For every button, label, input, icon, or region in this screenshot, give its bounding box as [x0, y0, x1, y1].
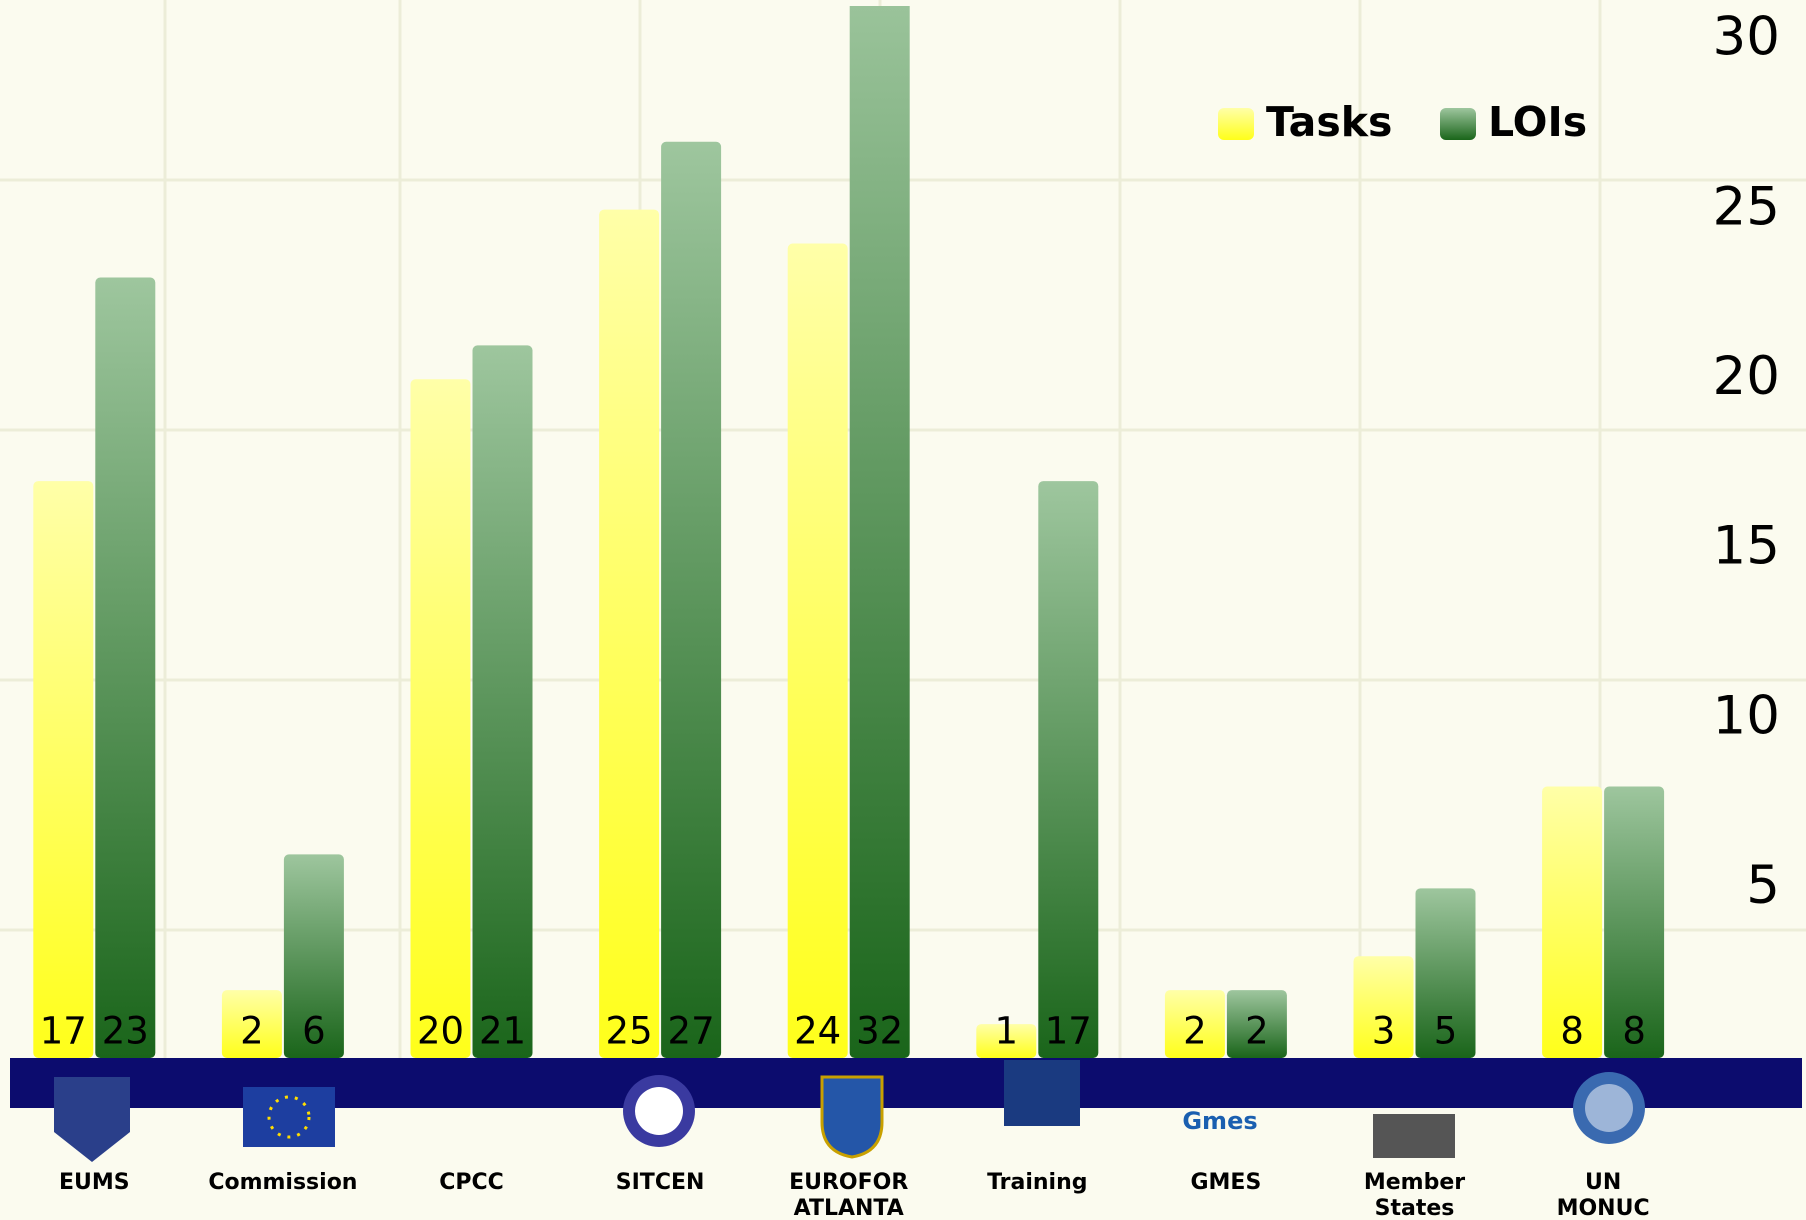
- data-label: 8: [1622, 1010, 1646, 1053]
- data-label: 17: [40, 1010, 87, 1053]
- data-label: 27: [668, 1010, 715, 1053]
- bar: [1353, 956, 1414, 1058]
- legend-swatch: [1218, 108, 1254, 140]
- data-label: 23: [102, 1010, 149, 1053]
- bar: [1604, 786, 1665, 1058]
- y-tick-label: 5: [1746, 855, 1780, 916]
- bar: [661, 141, 722, 1058]
- data-label: 8: [1560, 1010, 1584, 1053]
- y-tick-label: 10: [1713, 685, 1780, 746]
- bar: [976, 1024, 1037, 1058]
- data-label: 24: [794, 1010, 841, 1053]
- data-label: 21: [479, 1010, 526, 1053]
- data-label: 3: [1372, 1010, 1396, 1053]
- legend-swatch: [1440, 108, 1476, 140]
- bar: [1542, 786, 1603, 1058]
- svg-text:Gmes: Gmes: [1182, 1107, 1257, 1135]
- data-label: 25: [606, 1010, 653, 1053]
- bar: [472, 345, 533, 1058]
- bar: [95, 277, 156, 1058]
- bar: [410, 379, 471, 1058]
- bar: [221, 990, 282, 1058]
- x-tick-label: SITCEN: [615, 1170, 705, 1195]
- data-label: 17: [1045, 1010, 1092, 1053]
- bar: [1415, 888, 1476, 1058]
- data-label: 20: [417, 1010, 464, 1053]
- bar: [283, 854, 344, 1058]
- x-tick-label: GMES: [1190, 1170, 1262, 1195]
- logos: Gmes: [54, 1060, 1645, 1162]
- x-tick-label: CPCC: [439, 1170, 504, 1195]
- data-label: 2: [1183, 1010, 1207, 1053]
- data-label: 6: [302, 1010, 326, 1053]
- data-label: 2: [240, 1010, 264, 1053]
- bar: [33, 481, 94, 1058]
- bar: [1226, 990, 1287, 1058]
- data-label: 1: [995, 1010, 1019, 1053]
- y-tick-label: 25: [1713, 176, 1780, 237]
- bar: [1164, 990, 1225, 1058]
- x-tick-label: Member States: [1363, 1170, 1466, 1220]
- legend-label: Tasks: [1266, 98, 1392, 146]
- data-label: 5: [1434, 1010, 1458, 1053]
- x-tick-label: Training: [987, 1170, 1088, 1195]
- x-tick-label: EUROFOR ATLANTA: [789, 1170, 909, 1220]
- legend-label: LOIs: [1488, 98, 1587, 146]
- bar: [787, 243, 848, 1058]
- y-tick-label: 30: [1713, 7, 1780, 68]
- bar: [1038, 481, 1099, 1058]
- y-tick-label: 20: [1713, 346, 1780, 407]
- bar: [849, 6, 910, 1058]
- x-tick-label: UN MONUC: [1556, 1170, 1650, 1220]
- x-tick-label: EUMS: [58, 1170, 130, 1195]
- bar: [599, 209, 660, 1058]
- x-tick-label: Commission: [208, 1170, 358, 1195]
- data-label: 2: [1245, 1010, 1269, 1053]
- y-tick-label: 15: [1713, 516, 1780, 577]
- data-label: 32: [856, 1010, 903, 1053]
